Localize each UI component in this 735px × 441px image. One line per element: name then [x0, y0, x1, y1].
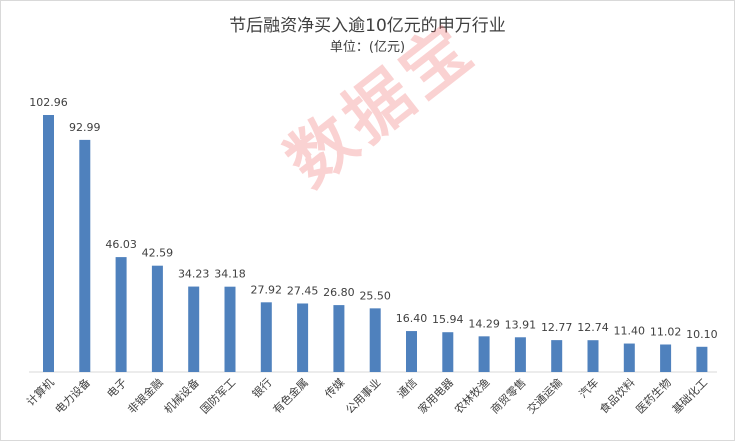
bar: [623, 343, 635, 372]
bar: [188, 286, 200, 372]
data-label: 26.80: [323, 286, 355, 299]
bar: [224, 286, 236, 372]
bar: [514, 337, 526, 372]
category-tick-label: 基础化工: [669, 375, 710, 416]
category-tick-label: 交通运输: [524, 375, 565, 416]
data-label: 11.02: [650, 325, 682, 338]
data-label: 27.45: [287, 284, 319, 297]
data-label: 34.18: [214, 268, 246, 281]
bar: [660, 344, 672, 372]
data-label: 34.23: [178, 268, 210, 281]
category-tick-label: 公用事业: [343, 376, 383, 416]
bar: [551, 340, 563, 372]
category-tick-label: 传媒: [322, 376, 347, 401]
category-tick-label: 非银金融: [125, 375, 166, 416]
data-label: 14.29: [468, 317, 500, 330]
bar: [369, 308, 381, 372]
category-tick-label: 医药生物: [633, 375, 674, 416]
category-tick-label: 计算机: [24, 375, 57, 408]
category-tick-label: 电力设备: [52, 375, 93, 416]
category-tick-label: 机械设备: [161, 375, 202, 416]
bar: [115, 257, 127, 372]
bar: [478, 336, 490, 372]
data-label: 92.99: [69, 121, 101, 134]
data-label: 27.92: [251, 283, 283, 296]
bar: [587, 340, 599, 372]
category-tick-label: 电子: [105, 376, 130, 401]
bar: [333, 305, 345, 372]
category-tick-label: 通信: [395, 376, 420, 401]
bar: [406, 331, 417, 372]
data-label: 102.96: [29, 96, 68, 109]
category-tick-label: 汽车: [576, 375, 601, 400]
bar: [43, 115, 54, 372]
data-label: 11.40: [614, 325, 646, 338]
chart-subtitle: 单位：(亿元): [329, 40, 406, 55]
data-label: 46.03: [105, 238, 137, 251]
category-tick-label: 家用电器: [415, 375, 456, 416]
bar: [260, 302, 272, 372]
data-label: 42.59: [142, 247, 174, 260]
category-tick-label: 国防军工: [197, 375, 238, 416]
data-label: 13.91: [505, 318, 537, 331]
bar: [79, 139, 91, 372]
chart-title: 节后融资净买入逾10亿元的申万行业: [229, 16, 506, 36]
category-tick-label: 银行: [249, 375, 274, 400]
data-label: 25.50: [359, 289, 391, 302]
bar: [696, 346, 708, 372]
category-tick-label: 农林牧渔: [451, 375, 492, 416]
bar: [151, 265, 163, 372]
category-tick-label: 商贸零售: [488, 375, 529, 416]
data-label: 16.40: [396, 312, 428, 325]
bar: [297, 303, 309, 372]
category-tick-label: 有色金属: [270, 375, 311, 416]
data-label: 15.94: [432, 313, 464, 326]
category-tick-label: 食品饮料: [597, 375, 638, 416]
data-label: 12.77: [541, 321, 573, 334]
data-label: 12.74: [577, 321, 609, 334]
data-label: 10.10: [686, 328, 718, 341]
bar: [442, 332, 454, 372]
